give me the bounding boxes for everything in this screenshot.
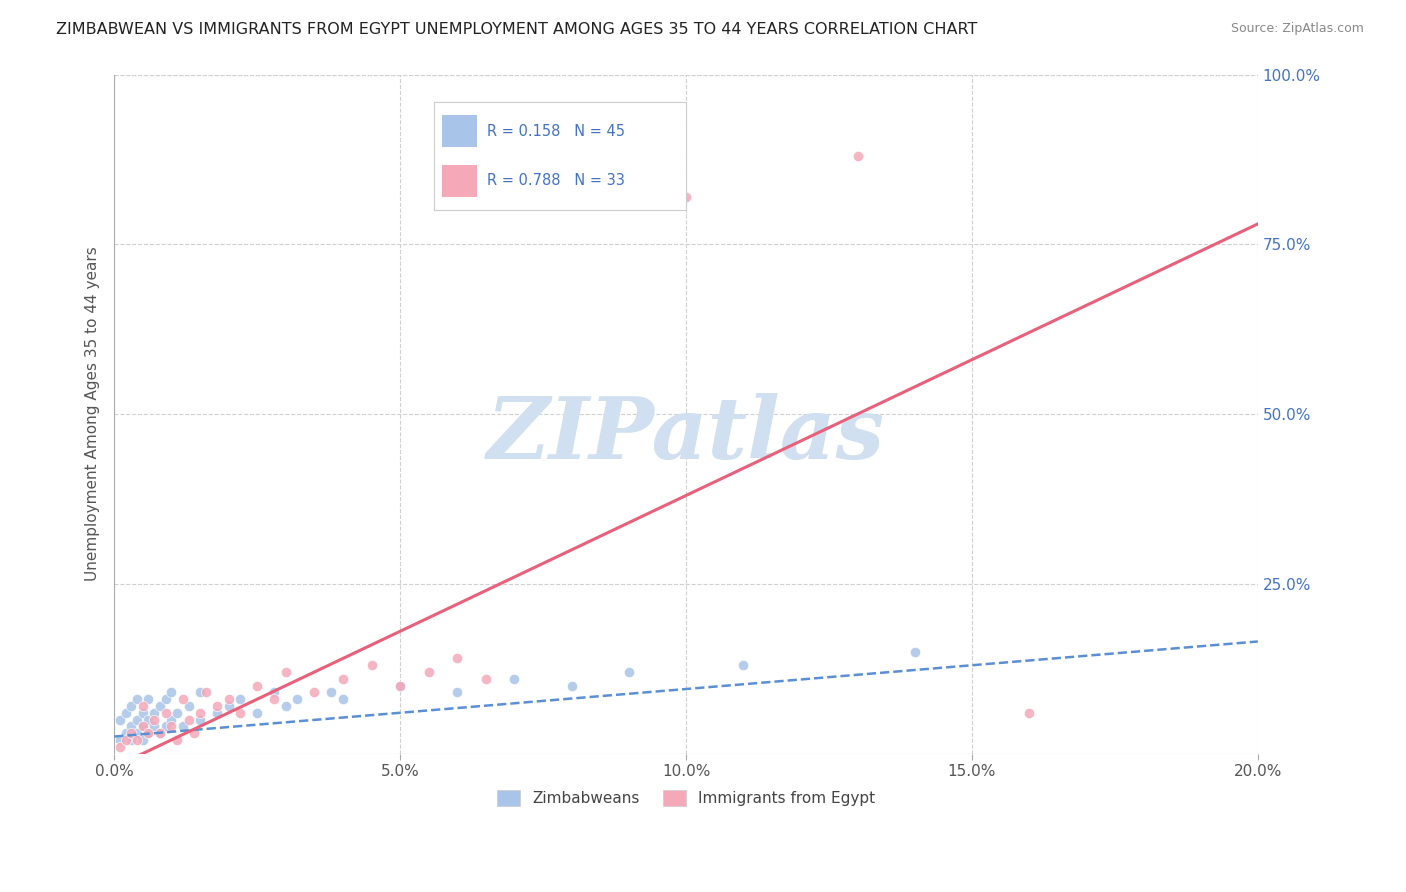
Point — [188, 713, 211, 727]
Point — [108, 739, 131, 754]
Point — [138, 692, 160, 706]
Point — [675, 190, 697, 204]
Point — [155, 692, 177, 706]
Legend: Zimbabweans, Immigrants from Egypt: Zimbabweans, Immigrants from Egypt — [489, 782, 883, 814]
Point — [904, 645, 927, 659]
Point — [218, 692, 240, 706]
Point — [120, 733, 142, 747]
Point — [138, 726, 160, 740]
Point — [114, 733, 136, 747]
Point — [132, 706, 155, 720]
Point — [155, 719, 177, 733]
Point — [108, 733, 131, 747]
Point — [475, 672, 498, 686]
Text: ZIMBABWEAN VS IMMIGRANTS FROM EGYPT UNEMPLOYMENT AMONG AGES 35 TO 44 YEARS CORRE: ZIMBABWEAN VS IMMIGRANTS FROM EGYPT UNEM… — [56, 22, 977, 37]
Point — [246, 706, 269, 720]
Point — [332, 672, 354, 686]
Point — [846, 149, 869, 163]
Point — [360, 658, 382, 673]
Point — [172, 692, 194, 706]
Point — [160, 685, 183, 699]
Point — [229, 692, 252, 706]
Point — [166, 733, 188, 747]
Point — [160, 713, 183, 727]
Point — [274, 665, 297, 679]
Point — [120, 719, 142, 733]
Point — [177, 698, 200, 713]
Point — [108, 713, 131, 727]
Point — [617, 665, 640, 679]
Point — [246, 679, 269, 693]
Point — [132, 719, 155, 733]
Point — [177, 713, 200, 727]
Point — [143, 719, 166, 733]
Point — [172, 719, 194, 733]
Point — [503, 672, 526, 686]
Point — [166, 706, 188, 720]
Point — [138, 726, 160, 740]
Point — [132, 733, 155, 747]
Point — [205, 698, 228, 713]
Point — [733, 658, 755, 673]
Point — [418, 665, 440, 679]
Point — [304, 685, 326, 699]
Text: Source: ZipAtlas.com: Source: ZipAtlas.com — [1230, 22, 1364, 36]
Point — [155, 706, 177, 720]
Point — [332, 692, 354, 706]
Point — [138, 713, 160, 727]
Point — [263, 685, 285, 699]
Point — [132, 719, 155, 733]
Point — [125, 726, 148, 740]
Point — [188, 685, 211, 699]
Point — [120, 698, 142, 713]
Point — [194, 685, 217, 699]
Point — [114, 726, 136, 740]
Point — [285, 692, 308, 706]
Point — [188, 706, 211, 720]
Point — [143, 713, 166, 727]
Point — [143, 706, 166, 720]
Point — [183, 726, 205, 740]
Point — [561, 679, 583, 693]
Point — [263, 692, 285, 706]
Point — [160, 719, 183, 733]
Point — [132, 698, 155, 713]
Point — [149, 726, 172, 740]
Point — [125, 733, 148, 747]
Point — [218, 698, 240, 713]
Point — [446, 685, 468, 699]
Point — [389, 679, 412, 693]
Point — [114, 706, 136, 720]
Point — [229, 706, 252, 720]
Point — [274, 698, 297, 713]
Point — [149, 698, 172, 713]
Point — [446, 651, 468, 665]
Point — [321, 685, 343, 699]
Point — [125, 692, 148, 706]
Y-axis label: Unemployment Among Ages 35 to 44 years: Unemployment Among Ages 35 to 44 years — [86, 247, 100, 582]
Point — [1018, 706, 1040, 720]
Point — [389, 679, 412, 693]
Text: ZIPatlas: ZIPatlas — [486, 392, 884, 476]
Point — [205, 706, 228, 720]
Point — [125, 713, 148, 727]
Point — [149, 726, 172, 740]
Point — [120, 726, 142, 740]
